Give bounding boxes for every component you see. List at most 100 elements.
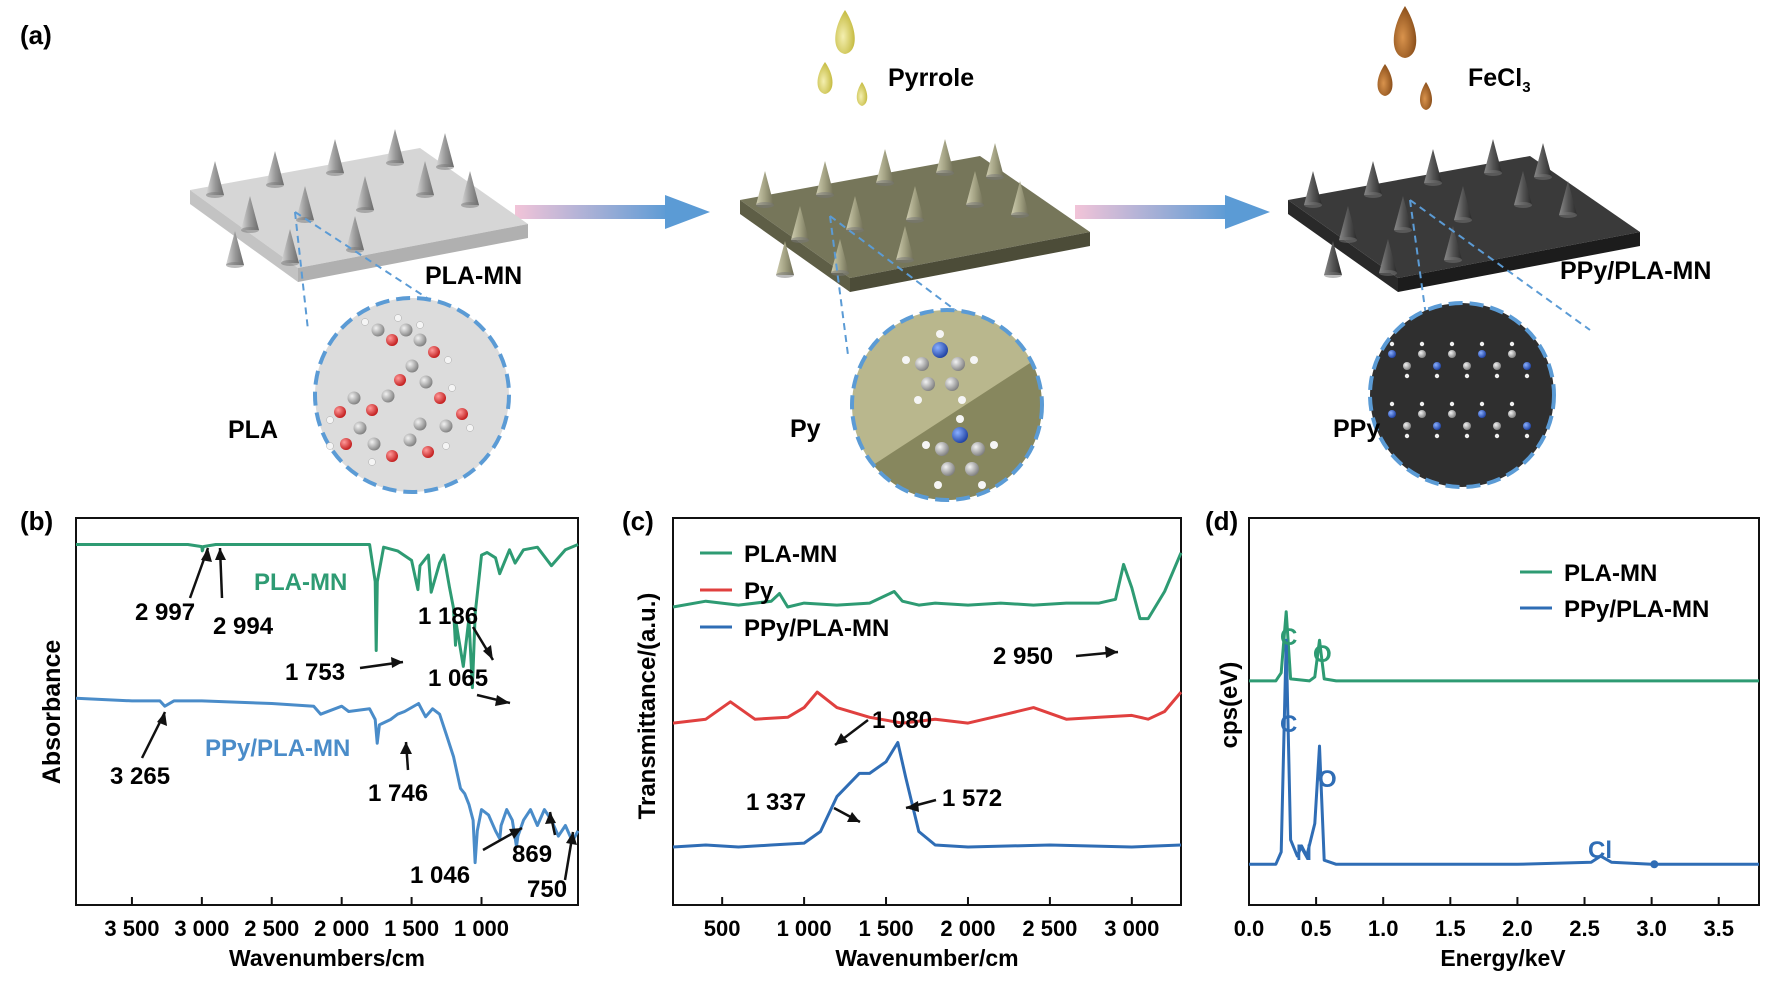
hydrogen-atom	[416, 321, 424, 329]
microneedle-base	[436, 164, 454, 170]
microneedle-base	[1454, 217, 1472, 223]
panel-b-annot-1046: 1 046	[410, 862, 470, 889]
panel-c-annot-1337: 1 337	[746, 789, 806, 816]
microneedle-cone	[296, 186, 314, 220]
panel-d-xlabel: Energy/keV	[1440, 945, 1566, 971]
panel-b-xtick-label: 2 000	[314, 916, 369, 941]
panel-d-xtick-label: 1.0	[1368, 916, 1399, 941]
carbon-atom	[1463, 362, 1471, 370]
microneedle-cone	[1559, 181, 1577, 215]
microneedle-cones	[206, 129, 1577, 278]
hydrogen-atom	[1509, 341, 1515, 347]
panel-d-xtick-label: 0.5	[1301, 916, 1332, 941]
hydrogen-atom	[958, 396, 966, 404]
pla-molecule-circle	[313, 296, 511, 494]
microneedle-cone	[1514, 171, 1532, 205]
hydrogen-atom	[1404, 373, 1410, 379]
microneedle-base	[356, 207, 374, 213]
reagent-fecl3-base: FeCl	[1468, 64, 1522, 92]
panel-d-eds-chart: (d) 0.0 0.5 1.0 1.5 2.0 2.5 3.0 3.5 cps(eV) Ene…	[1205, 506, 1760, 971]
panel-c-xtick-label: 1 500	[859, 916, 914, 941]
carbon-atom	[935, 442, 949, 456]
hydrogen-atom	[361, 318, 369, 326]
carbon-atom	[353, 421, 367, 435]
microneedle-base	[296, 217, 314, 223]
microneedle-base	[1394, 227, 1412, 233]
microneedle-base	[206, 192, 224, 198]
panel-c-legend: PLA-MN Py PPy/PLA-MN	[700, 541, 889, 642]
panel-b-annot-1186: 1 186	[418, 603, 478, 630]
hydrogen-atom	[956, 415, 964, 423]
panel-c-ylabel: Transmittance/(a.u.)	[634, 593, 661, 820]
microneedle-base	[281, 260, 299, 266]
microneedle-base	[816, 192, 834, 198]
panel-d-peak-o-ppy: O	[1318, 766, 1337, 793]
microneedle-base	[1339, 237, 1357, 243]
panel-b-xtick-label: 3 000	[174, 916, 229, 941]
microneedle-cone	[791, 206, 809, 240]
hydrogen-atom	[444, 356, 452, 364]
panel-d-series-line-1	[1249, 638, 1759, 866]
microneedle-cone	[1394, 196, 1412, 230]
hydrogen-atom	[1419, 341, 1425, 347]
hydrogen-atom	[978, 481, 986, 489]
microneedle-base	[326, 170, 344, 176]
carbon-atom	[419, 375, 433, 389]
hydrogen-atom	[1389, 341, 1395, 347]
microneedle-cone	[1444, 226, 1462, 260]
panel-c-xtick-label: 2 500	[1022, 916, 1077, 941]
carbon-atom	[439, 419, 453, 433]
carbon-atom	[1508, 410, 1516, 418]
hydrogen-atom	[1464, 433, 1470, 439]
nitrogen-atom	[1478, 350, 1486, 358]
stage-label-pla-mn: PLA-MN	[425, 262, 522, 290]
oxygen-atom	[386, 450, 398, 462]
microneedle-cone	[966, 171, 984, 205]
oxygen-atom	[422, 446, 434, 458]
panel-d-legend: PLA-MN PPy/PLA-MN	[1520, 560, 1709, 623]
panel-d-xtick-label: 3.5	[1703, 916, 1734, 941]
panel-b-annot-750: 750	[527, 876, 567, 903]
panel-c-legend-ppy-pla-mn: PPy/PLA-MN	[744, 615, 889, 642]
carbon-atom	[403, 433, 417, 447]
microneedle-cone	[876, 149, 894, 183]
hydrogen-atom	[902, 356, 910, 364]
microneedle-cone	[756, 171, 774, 205]
microneedle-base	[896, 257, 914, 263]
hydrogen-atom	[1389, 401, 1395, 407]
carbon-atom	[971, 442, 985, 456]
carbon-atom	[1463, 422, 1471, 430]
py-molecule-circle	[850, 308, 1044, 502]
oxygen-atom	[334, 406, 346, 418]
hydrogen-atom	[1494, 433, 1500, 439]
panel-b-xtick-label: 1 000	[454, 916, 509, 941]
panel-d-peak-n-ppy: N	[1296, 840, 1312, 865]
microneedle-base	[966, 202, 984, 208]
panel-d-peak-o-pla: O	[1313, 641, 1332, 668]
microneedle-base	[846, 227, 864, 233]
nitrogen-atom	[1433, 422, 1441, 430]
microneedle-cone	[936, 139, 954, 173]
reagent-fecl3-subscript: 3	[1522, 79, 1530, 96]
panel-b-annot-1746: 1 746	[368, 780, 428, 807]
microneedle-cone	[1304, 171, 1322, 205]
microneedle-cone	[986, 143, 1004, 177]
microneedle-cone	[461, 171, 479, 205]
panel-b-xtick-label: 2 500	[244, 916, 299, 941]
hydrogen-atom	[1434, 433, 1440, 439]
microneedle-base	[386, 160, 404, 166]
hydrogen-atom	[1449, 341, 1455, 347]
nitrogen-atom	[1478, 410, 1486, 418]
hydrogen-atom	[922, 441, 930, 449]
process-arrow-1	[515, 195, 710, 229]
hydrogen-atom	[448, 384, 456, 392]
microneedle-base	[241, 227, 259, 233]
hydrogen-atom	[368, 458, 376, 466]
panel-b-annot-2997: 2 997	[135, 599, 195, 626]
panel-c-legend-py: Py	[744, 578, 774, 605]
microneedle-cone	[281, 229, 299, 263]
ppy-molecule-circle	[1368, 301, 1556, 489]
panel-c-xtick-label: 500	[704, 916, 741, 941]
microneedle-base	[1444, 257, 1462, 263]
pyrrole-drops-icon	[817, 10, 868, 106]
